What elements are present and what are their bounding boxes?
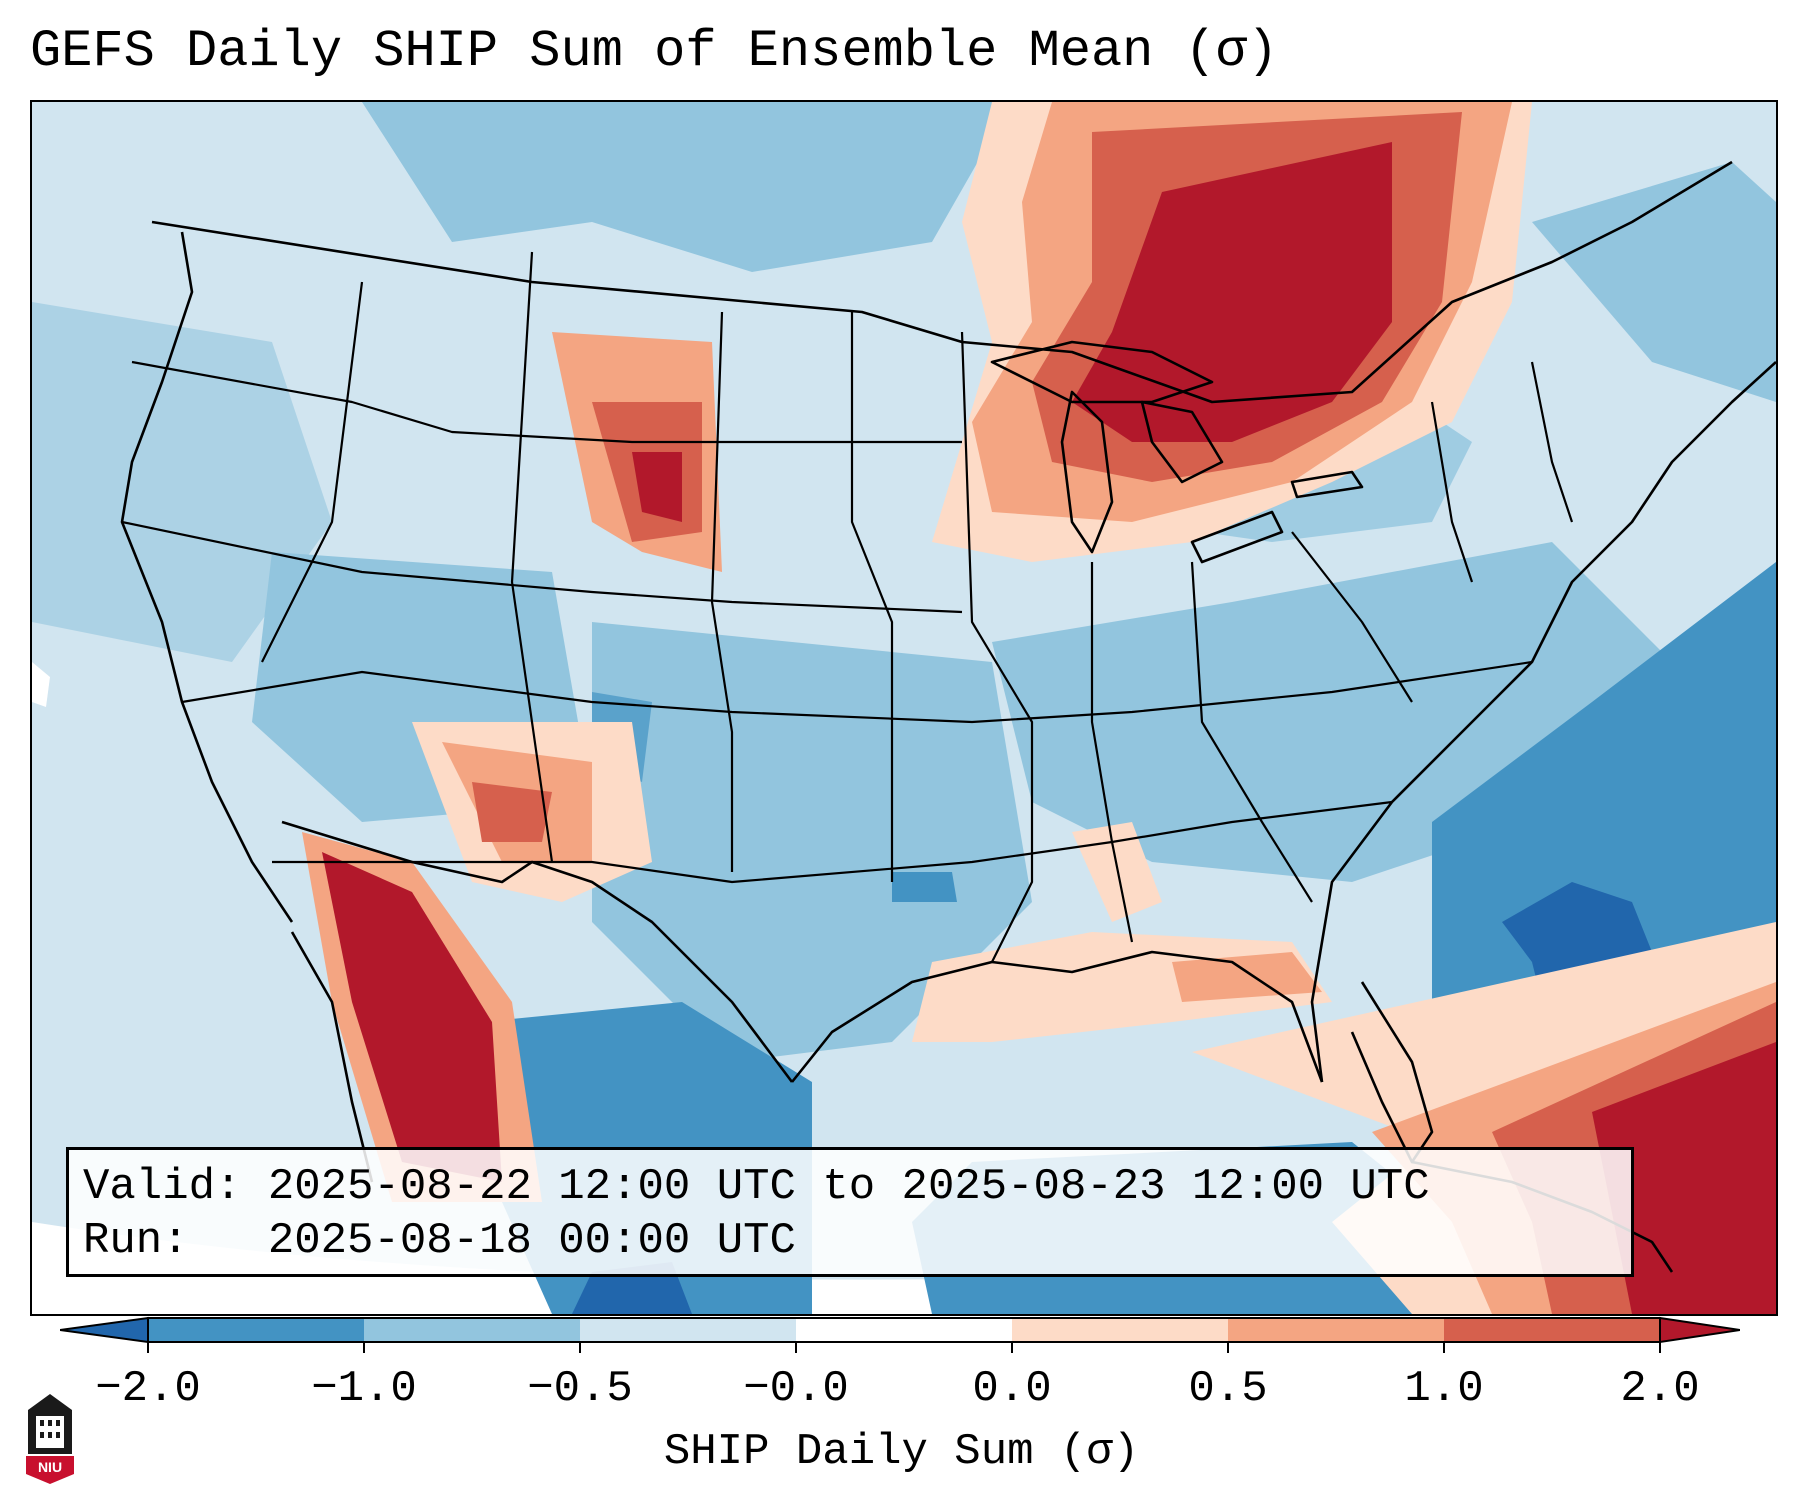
lake-ontario [1290, 470, 1364, 499]
valid-time-text: Valid: 2025-08-22 12:00 UTC to 2025-08-2… [83, 1162, 1430, 1212]
east-coast [1310, 361, 1776, 1083]
colorbar-bin-1 [148, 1318, 364, 1342]
state-borders [121, 251, 1574, 963]
colorbar-label: SHIP Daily Sum (σ) [663, 1427, 1140, 1477]
map-panel[interactable] [30, 100, 1778, 1316]
colorbar-bin-6 [1228, 1318, 1444, 1342]
colorbar-extend-low [60, 1316, 149, 1344]
colorbar-tick-label: −0.5 [527, 1364, 633, 1414]
colorbar-bin-5 [1012, 1318, 1228, 1342]
lake-superior [990, 340, 1214, 404]
colorbar-tick-label: 0.0 [972, 1364, 1052, 1414]
colorbar-tick-label: −2.0 [95, 1364, 201, 1414]
niu-logo-icon: NIU [26, 1394, 74, 1484]
gulf-coast [790, 950, 1324, 1083]
run-time-text: Run: 2025-08-18 00:00 UTC [83, 1216, 796, 1266]
colorbar-tick-label: 0.5 [1188, 1364, 1268, 1414]
niu-logo-text: NIU [38, 1459, 62, 1475]
colorbar-bin-7 [1444, 1318, 1660, 1342]
colorbar-tick-label: 2.0 [1620, 1364, 1700, 1414]
colorbar-tick-label: −0.0 [743, 1364, 849, 1414]
colorbar-bin-3 [580, 1318, 796, 1342]
colorbar-bin-4 [796, 1318, 1012, 1342]
canada-border [151, 160, 1733, 404]
baja-california [290, 931, 374, 1183]
colorbar-extend-high [1659, 1316, 1740, 1344]
ship-anomaly-map [32, 102, 1776, 1314]
lake-erie [1190, 510, 1284, 564]
valid-run-info-box: Valid: 2025-08-22 12:00 UTC to 2025-08-2… [66, 1147, 1634, 1277]
domain-gap-west [32, 662, 50, 707]
colorbar [60, 1316, 1740, 1353]
map-title: GEFS Daily SHIP Sum of Ensemble Mean (σ) [30, 22, 1279, 81]
colorbar-tick-label: −1.0 [311, 1364, 417, 1414]
mexico-border [281, 820, 794, 1083]
colorbar-bin-2 [364, 1318, 580, 1342]
lake-huron [1140, 400, 1224, 484]
us-west-coast [120, 231, 294, 923]
lake-michigan [1060, 390, 1114, 554]
colorbar-tick-label: 1.0 [1404, 1364, 1484, 1414]
